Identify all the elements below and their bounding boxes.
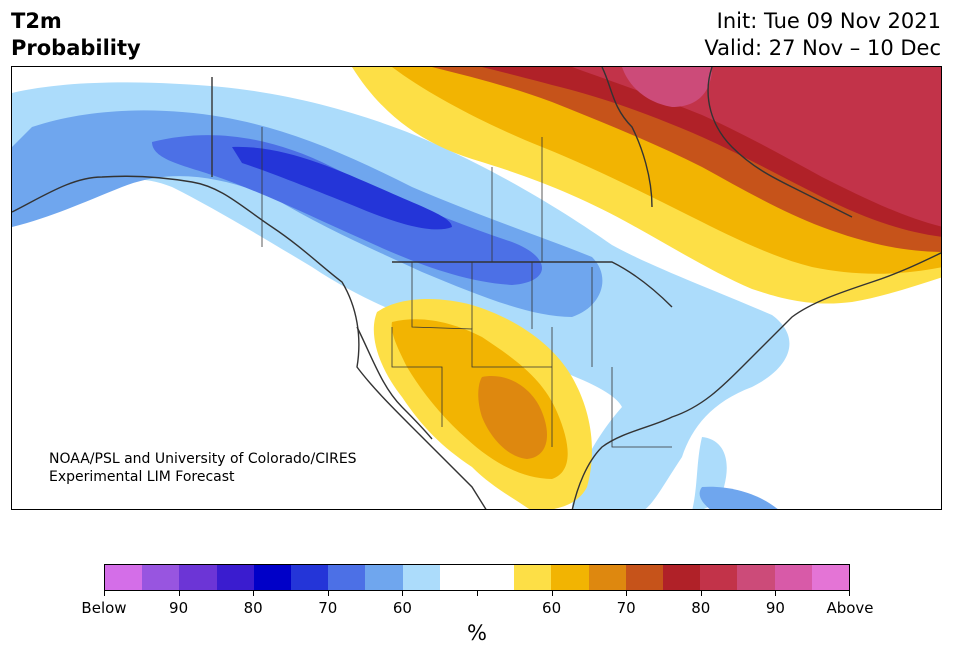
below-80-region: [152, 135, 542, 285]
colorbar-tick-label: 80: [691, 599, 711, 617]
colorbar-tick: [701, 591, 702, 596]
colorbar-cell-9: [439, 565, 478, 590]
init-date: Init: Tue 09 Nov 2021: [716, 9, 941, 33]
colorbar-cell-12: [551, 565, 589, 590]
colorbar-tick: [402, 591, 403, 596]
colorbar-cell-1: [142, 565, 180, 590]
below-60-region: [12, 82, 790, 509]
colorbar-tick-label: 70: [318, 599, 338, 617]
colorbar-cell-6: [328, 565, 366, 590]
colorbar-tick: [775, 591, 776, 596]
colorbar-cell-14: [625, 565, 664, 590]
colorbar-cell-7: [365, 565, 403, 590]
colorbar-cell-15: [663, 565, 701, 590]
colorbar-tick: [849, 591, 850, 596]
colorbar-tick: [477, 591, 478, 596]
colorbar-cell-18: [774, 565, 812, 590]
below-85-region: [232, 146, 452, 230]
colorbar-tick: [626, 591, 627, 596]
coastlines: [12, 67, 941, 509]
colorbar-tick: [253, 591, 254, 596]
valid-date-range: Valid: 27 Nov – 10 Dec: [704, 36, 941, 60]
colorbar-tick-label: Below: [81, 599, 127, 617]
colorbar-cell-5: [291, 565, 329, 590]
above-95-northeast: [622, 67, 712, 107]
colorbar-tick-label: 60: [542, 599, 562, 617]
colorbar-cell-2: [179, 565, 217, 590]
colorbar-tick-label: 60: [392, 599, 412, 617]
map-svg: [12, 67, 941, 509]
credit-text: NOAA/PSL and University of Colorado/CIRE…: [49, 450, 357, 486]
colorbar-cell-4: [253, 565, 292, 590]
colorbar-cell-3: [216, 565, 254, 590]
colorbar-tick: [328, 591, 329, 596]
colorbar-cell-19: [811, 565, 850, 590]
colorbar-tick: [104, 591, 105, 596]
below-70-cuba: [699, 486, 778, 509]
colorbar-tick-label: 70: [616, 599, 636, 617]
colorbar-cell-10: [477, 565, 515, 590]
colorbar: [104, 564, 850, 591]
chart-title: T2m Probability: [11, 8, 141, 62]
colorbar-cell-16: [700, 565, 738, 590]
colorbar-cell-11: [514, 565, 552, 590]
forecast-dates: Init: Tue 09 Nov 2021 Valid: 27 Nov – 10…: [704, 8, 941, 62]
colorbar-tick: [179, 591, 180, 596]
colorbar-tick-label: 80: [243, 599, 263, 617]
colorbar-tick-label: 90: [169, 599, 189, 617]
credit-line-1: NOAA/PSL and University of Colorado/CIRE…: [49, 451, 357, 467]
colorbar-tick-label: Above: [826, 599, 874, 617]
title-line-2: Probability: [11, 36, 141, 60]
colorbar-tick-label: 90: [765, 599, 785, 617]
colorbar-cell-0: [105, 565, 143, 590]
above-90-northeast: [572, 67, 941, 227]
colorbar-cell-8: [402, 565, 440, 590]
credit-line-2: Experimental LIM Forecast: [49, 469, 235, 485]
title-line-1: T2m: [11, 9, 62, 33]
colorbar-tick: [552, 591, 553, 596]
political-borders: [261, 127, 672, 448]
colorbar-unit: %: [467, 621, 487, 645]
colorbar-cell-17: [737, 565, 775, 590]
colorbar-cell-13: [588, 565, 626, 590]
above-75-southwest: [478, 376, 547, 459]
probability-map: [11, 66, 942, 510]
